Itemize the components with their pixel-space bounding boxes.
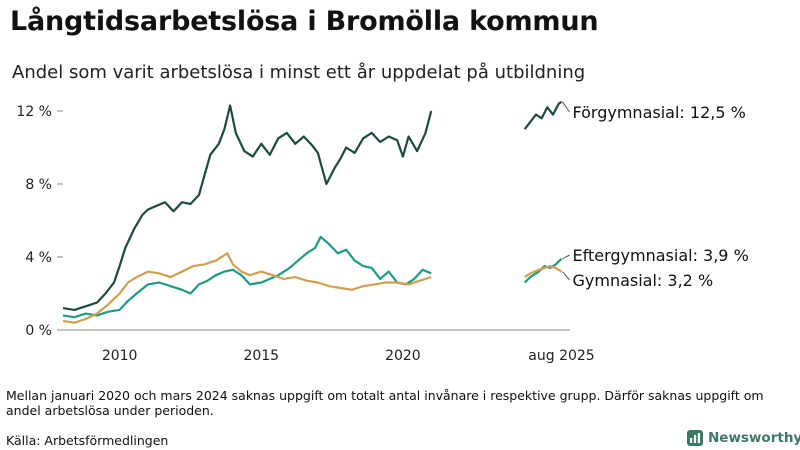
newsworthy-logo[interactable]: Newsworthy xyxy=(687,430,800,446)
series-line-eftergymnasial xyxy=(523,258,563,284)
line-chart: 0 % 4 % 8 % 12 % 2010 2015 2020 aug 2025 Förgymn… xyxy=(16,100,749,364)
series-end-label: Gymnasial: 3,2 % xyxy=(573,271,714,290)
x-tick-label: 2015 xyxy=(243,348,279,364)
label-leader-line xyxy=(562,254,570,260)
logo-text: Newsworthy xyxy=(708,430,800,446)
footnote: Mellan januari 2020 och mars 2024 saknas… xyxy=(6,388,764,418)
series-line-gymnasial xyxy=(62,252,432,324)
series-line-gymnasial xyxy=(524,265,563,279)
x-tick-label: 2020 xyxy=(385,348,421,364)
chart-subtitle: Andel som varit arbetslösa i minst ett å… xyxy=(12,62,586,83)
x-tick-label: 2010 xyxy=(102,348,138,364)
series-end-label: Eftergymnasial: 3,9 % xyxy=(573,246,749,265)
chart-title: Långtidsarbetslösa i Bromölla kommun xyxy=(10,6,599,37)
label-leader-line xyxy=(562,271,570,281)
y-tick-label: 0 % xyxy=(25,323,52,339)
series-line-eftergymnasial xyxy=(62,235,432,319)
series-line-förgymnasial xyxy=(62,104,433,311)
source-note: Källa: Arbetsförmedlingen xyxy=(6,433,169,448)
y-tick-label: 8 % xyxy=(25,177,52,193)
y-tick-label: 4 % xyxy=(25,250,52,266)
series-end-label: Förgymnasial: 12,5 % xyxy=(573,103,746,122)
y-tick-label: 12 % xyxy=(16,104,52,120)
label-leader-line xyxy=(562,101,570,113)
series-line-förgymnasial xyxy=(523,100,563,130)
bar-chart-icon xyxy=(687,430,703,446)
x-tick-label: aug 2025 xyxy=(528,348,594,364)
